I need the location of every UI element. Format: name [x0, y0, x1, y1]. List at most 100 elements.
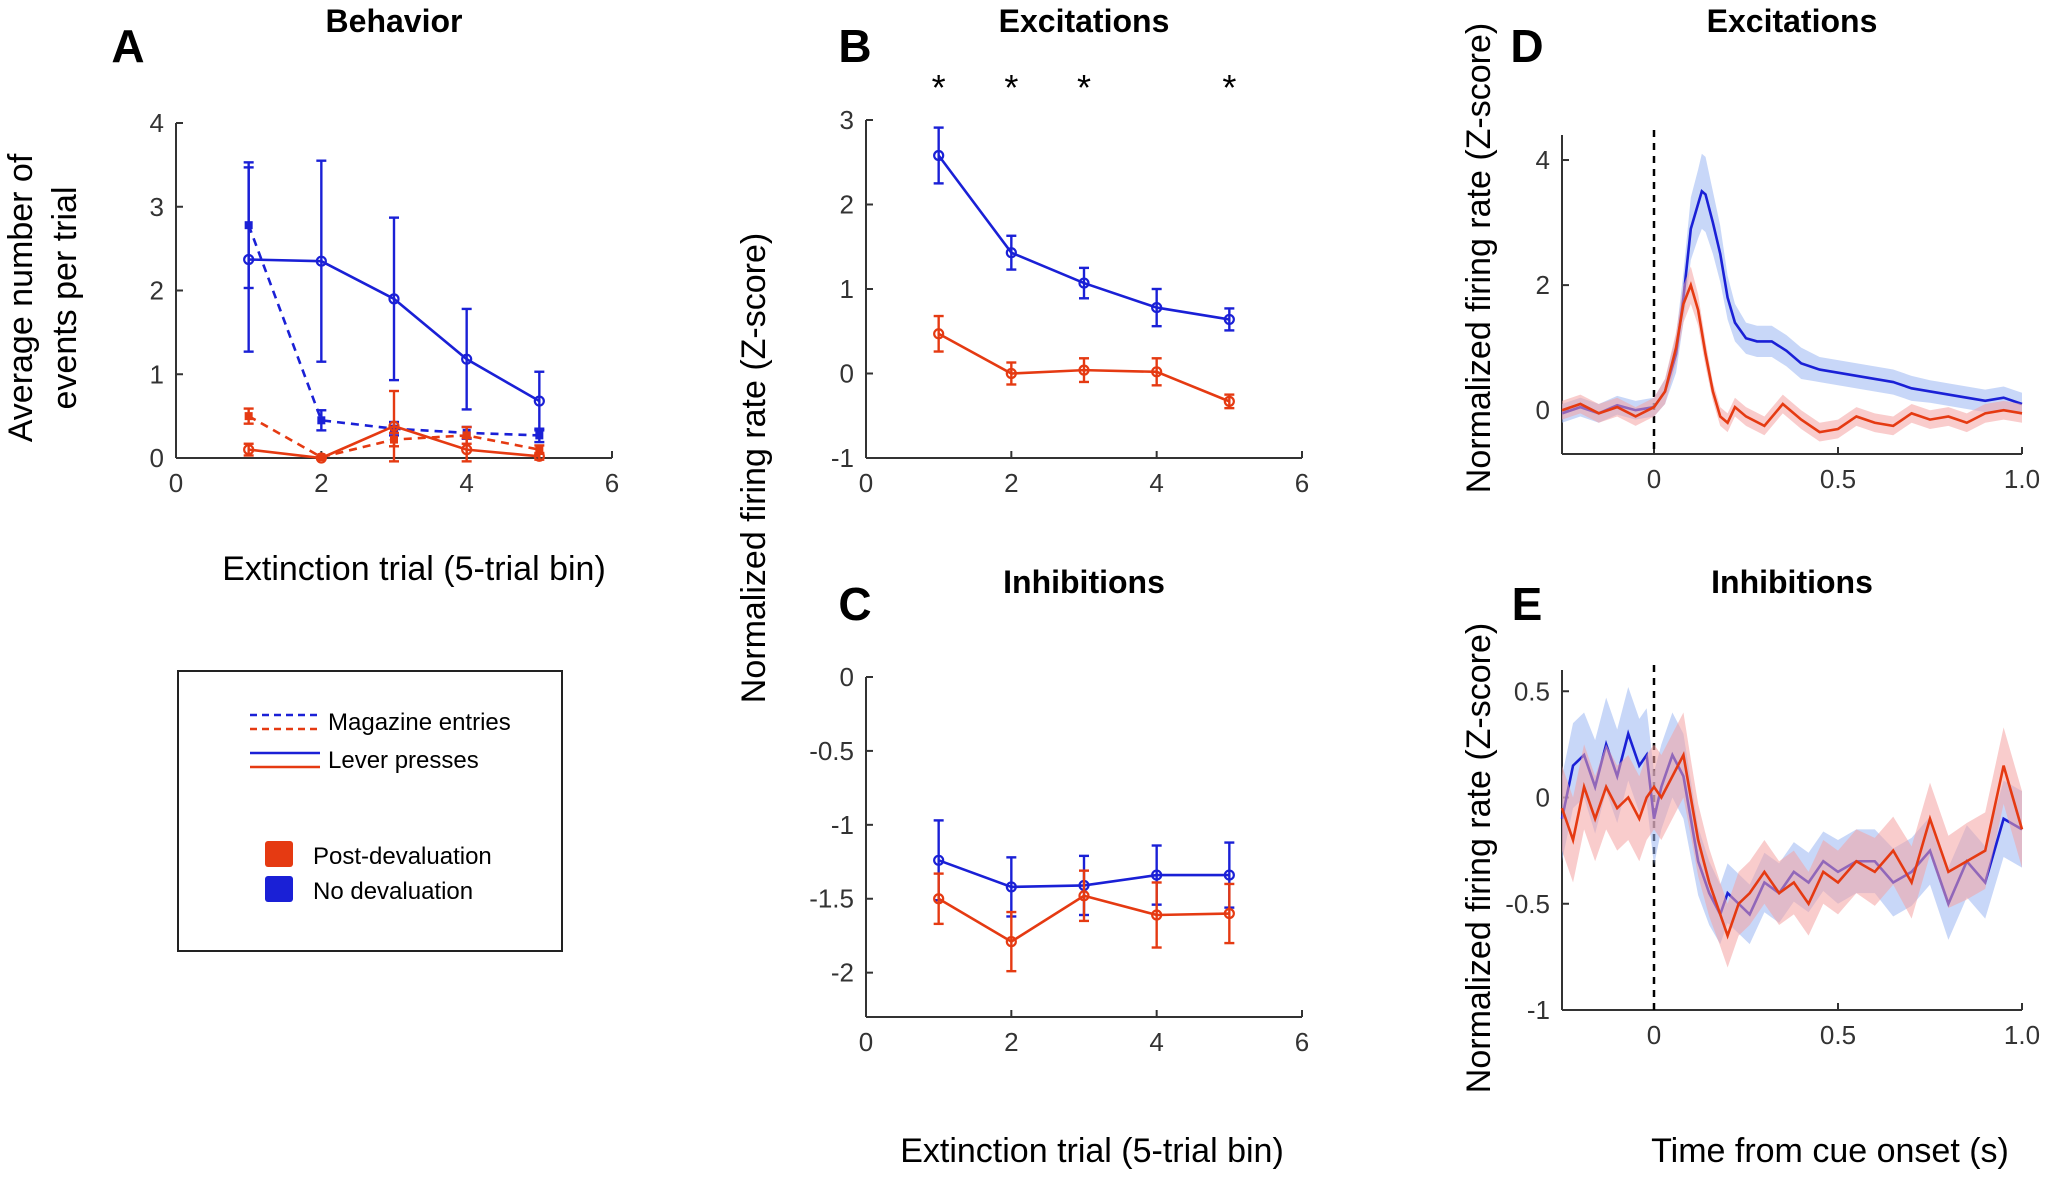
panel-c-x-tick-label: 4: [1149, 1027, 1163, 1057]
panel-d-letter: D: [1510, 20, 1543, 72]
panel-d-series-no-devaluation-band: [1562, 153, 2022, 423]
panel-c-title: Inhibitions: [1003, 564, 1165, 600]
panel-b-series-lever-presses-post-devaluation-point: [933, 328, 945, 340]
panel-a: A Behavior 0 2 4 6 0 1 2 3 4: [111, 3, 619, 498]
panel-e-y-tick-label: -1: [1527, 995, 1550, 1025]
panel-a-series-lever-presses-no-devaluation-point: [315, 255, 327, 267]
panel-c-series-lever-presses-post-devaluation-point: [1223, 907, 1235, 920]
panel-a-y-tick-label: 3: [150, 192, 164, 222]
panel-c-x-tick-label: 2: [1004, 1027, 1018, 1057]
panel-b-significance-star: *: [1222, 67, 1236, 108]
panel-b-series-lever-presses-no-devaluation-point: [1223, 313, 1235, 326]
panel-c-y-tick-label: -1.5: [809, 884, 854, 914]
panel-c-y-tick-label: 0: [840, 662, 854, 692]
panel-b-y-tick-label: 2: [840, 190, 854, 220]
legend-post-devaluation-label: Post-devaluation: [313, 843, 492, 870]
panel-c-letter: C: [838, 578, 871, 630]
panel-a-y-tick-label: 2: [150, 276, 164, 306]
panel-a-x-tick-label: 0: [169, 468, 183, 498]
panel-b-x-tick-label: 0: [859, 468, 873, 498]
panel-a-series-lever-presses-no-devaluation-point: [461, 353, 473, 365]
panel-a-series-lever-presses-no-devaluation-point: [243, 253, 255, 266]
panel-b-y-tick-label: -1: [831, 443, 854, 473]
panel-c-series-lever-presses-post-devaluation-point: [1078, 890, 1090, 902]
panel-d-y-tick-label: 2: [1536, 270, 1550, 300]
panel-a-series-lever-presses-post-devaluation-point: [315, 452, 327, 464]
panel-bc-x-axis-label: Extinction trial (5-trial bin): [900, 1132, 1284, 1170]
panel-e-y-tick-label: -0.5: [1505, 889, 1550, 919]
legend-post-devaluation-swatch: [265, 841, 293, 867]
panel-d-y-tick-label: 0: [1536, 395, 1550, 425]
legend-no-devaluation-label: No devaluation: [313, 878, 473, 905]
panel-b-y-tick-label: 3: [840, 105, 854, 135]
panel-e-series-post-devaluation-line: [1560, 750, 2024, 940]
panel-b-series-lever-presses-no-devaluation-point: [1078, 277, 1090, 289]
panel-a-series-magazine-entries-no-devaluation-point: [535, 431, 544, 440]
panel-e-x-tick-label: 0.5: [1820, 1020, 1856, 1050]
panel-a-y-axis-label-line1: Average number of: [2, 153, 40, 442]
panel-c-y-tick-label: -0.5: [809, 736, 854, 766]
panel-c-x-tick-label: 6: [1295, 1027, 1309, 1057]
panel-b-series-lever-presses-no-devaluation-point: [933, 149, 945, 162]
panel-e-title: Inhibitions: [1711, 564, 1873, 600]
panel-e-letter: E: [1512, 578, 1543, 630]
panel-b-letter: B: [838, 20, 871, 72]
panel-a-series-magazine-entries-no-devaluation-point: [317, 416, 326, 425]
panel-a-x-tick-label: 6: [605, 468, 619, 498]
panel-b-series-lever-presses-post-devaluation-point: [1151, 366, 1163, 378]
panel-d-x-tick-label: 1.0: [2004, 464, 2040, 494]
panel-e-y-axis-label: Normalized firing rate (Z-score): [1460, 623, 1498, 1093]
panel-b-x-tick-label: 4: [1149, 468, 1163, 498]
panel-d-title: Excitations: [1707, 3, 1878, 39]
panel-a-series-lever-presses-no-devaluation-point: [533, 395, 545, 407]
panel-b-y-tick-label: 0: [840, 359, 854, 389]
panel-a-series-magazine-entries-post-devaluation-point: [535, 445, 544, 454]
panel-b-x-tick-label: 6: [1295, 468, 1309, 498]
legend-magazine-entries-label: Magazine entries: [328, 709, 511, 736]
panel-a-x-tick-label: 2: [314, 468, 328, 498]
panel-a-series-lever-presses-post-devaluation-point: [388, 420, 400, 432]
panel-c-series-lever-presses-no-devaluation-point: [1223, 869, 1235, 881]
panel-a-series-lever-presses-post-devaluation-point: [533, 450, 545, 462]
panel-b-series-lever-presses-post-devaluation-point: [1223, 395, 1235, 407]
panel-a-x-tick-label: 4: [459, 468, 473, 498]
panel-a-y-axis-label-line2: events per trial: [46, 187, 84, 410]
panel-a-y-tick-label: 0: [150, 443, 164, 473]
panel-a-y-tick-label: 1: [150, 359, 164, 389]
panel-c-y-tick-label: -2: [831, 958, 854, 988]
panel-a-y-tick-label: 4: [150, 108, 164, 138]
panel-bc-y-axis-label: Normalized firing rate (Z-score): [735, 233, 773, 703]
panel-a-series-lever-presses-post-devaluation-point: [243, 444, 255, 456]
panel-b-series-lever-presses-no-devaluation-point: [1151, 301, 1163, 314]
legend-lever-presses-label: Lever presses: [328, 747, 479, 774]
panel-e-series-post-devaluation-band: [1562, 712, 2022, 968]
panel-b-x-tick-label: 2: [1004, 468, 1018, 498]
panel-e-y-tick-label: 0.5: [1514, 676, 1550, 706]
panel-d-y-axis-label: Normalized firing rate (Z-score): [1460, 23, 1498, 493]
panel-d-series-post-devaluation-band: [1562, 266, 2022, 442]
panel-d-x-tick-label: 0: [1647, 464, 1661, 494]
panel-a-series-magazine-entries-post-devaluation-point: [244, 412, 253, 421]
panel-a-series-lever-presses-no-devaluation-point: [388, 293, 400, 305]
panel-d-y-tick-label: 4: [1536, 145, 1550, 175]
panel-c-series-lever-presses-post-devaluation-point: [933, 893, 945, 905]
panel-d: D Excitations 0 0.5 1.0 0 2 4: [1510, 3, 2040, 494]
panel-b-significance-star: *: [1004, 67, 1018, 108]
panel-a-series-magazine-entries-post-devaluation-point: [462, 431, 471, 440]
legend-no-devaluation-swatch: [265, 876, 293, 902]
panel-a-series-lever-presses-post-devaluation-point: [461, 444, 473, 456]
panel-c: C Inhibitions 0 2 4 6 -2 -1.5 -1 -0.5 0: [809, 564, 1309, 1057]
legend: Magazine entries Lever presses Post-deva…: [177, 670, 563, 952]
panel-c-series-lever-presses-post-devaluation-point: [1005, 936, 1017, 948]
panel-c-series-lever-presses-no-devaluation-point: [933, 854, 945, 866]
panel-c-x-tick-label: 0: [859, 1027, 873, 1057]
panel-b-series-lever-presses-no-devaluation-point: [1005, 247, 1017, 259]
panel-d-x-tick-label: 0.5: [1820, 464, 1856, 494]
panel-e-y-tick-label: 0: [1536, 783, 1550, 813]
panel-e-x-tick-label: 0: [1647, 1020, 1661, 1050]
panel-e: E Inhibitions 0 0.5 1.0 -1 -0.5 0 0.5: [1505, 564, 2040, 1050]
panel-b-series-lever-presses-post-devaluation-point: [1078, 364, 1090, 376]
panel-b-significance-star: *: [1077, 67, 1091, 108]
